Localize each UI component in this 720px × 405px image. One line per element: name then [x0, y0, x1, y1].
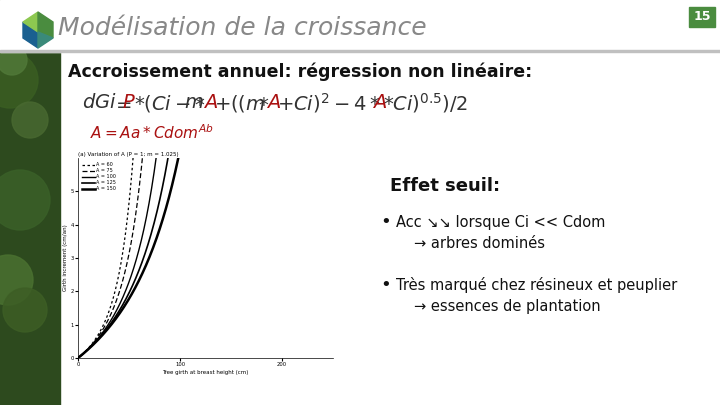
Text: 15: 15: [693, 11, 711, 23]
Line: A = 100: A = 100: [78, 0, 333, 358]
Text: Modélisation de la croissance: Modélisation de la croissance: [58, 16, 427, 40]
Text: (a) Variation of A (P = 1; m = 1.025): (a) Variation of A (P = 1; m = 1.025): [78, 152, 179, 157]
Text: $\bf{\it{A}}$: $\bf{\it{A}}$: [372, 94, 387, 113]
A = 75: [73, 356, 82, 360]
Y-axis label: Girth increment (cm/an): Girth increment (cm/an): [63, 225, 68, 291]
Text: → arbres dominés: → arbres dominés: [414, 237, 545, 252]
X-axis label: Tree girth at breast height (cm): Tree girth at breast height (cm): [162, 370, 248, 375]
Line: A = 125: A = 125: [78, 0, 333, 358]
Text: $*$: $*$: [258, 94, 269, 113]
Text: → essences de plantation: → essences de plantation: [414, 300, 600, 315]
Polygon shape: [38, 32, 53, 48]
Text: •: •: [380, 276, 391, 294]
Legend: A = 60, A = 75, A = 100, A = 125, A = 150: A = 60, A = 75, A = 100, A = 125, A = 15…: [81, 160, 118, 193]
Circle shape: [0, 52, 38, 108]
Text: $=$: $=$: [112, 94, 132, 113]
Polygon shape: [23, 22, 38, 48]
A = 60: [73, 356, 82, 360]
Text: •: •: [380, 213, 391, 231]
Bar: [0, 0, 60, 405]
A = 150: [195, 25, 204, 30]
Polygon shape: [38, 12, 53, 38]
Polygon shape: [23, 12, 38, 32]
A = 150: [73, 356, 82, 360]
Text: $\it{dGi}$: $\it{dGi}$: [82, 94, 117, 113]
A = 125: [73, 356, 82, 360]
Text: $+ ((\it{m}$: $+ ((\it{m}$: [214, 92, 265, 113]
Text: Acc ↘↘ lorsque Ci << Cdom: Acc ↘↘ lorsque Ci << Cdom: [396, 215, 606, 230]
Circle shape: [0, 45, 27, 75]
Text: Très marqué chez résineux et peuplier: Très marqué chez résineux et peuplier: [396, 277, 678, 293]
Line: A = 60: A = 60: [78, 0, 333, 358]
Text: $\bf{\it{A}}$: $\bf{\it{A}}$: [203, 94, 218, 113]
Text: $\bf{\it{A}}$: $\bf{\it{A}}$: [266, 94, 281, 113]
Circle shape: [0, 255, 33, 305]
Text: $*$: $*$: [194, 94, 205, 113]
Text: Accroissement annuel: régression non linéaire:: Accroissement annuel: régression non lin…: [68, 63, 532, 81]
Text: Effet seuil:: Effet seuil:: [390, 177, 500, 195]
A = 100: [73, 356, 82, 360]
Bar: [0, 0, 720, 52]
Text: $\it{m}$: $\it{m}$: [184, 94, 204, 113]
Text: $\bf{\it{P}}$: $\bf{\it{P}}$: [122, 94, 135, 113]
Text: $+ \it{Ci})^2 - 4 *$: $+ \it{Ci})^2 - 4 *$: [277, 91, 381, 115]
Circle shape: [3, 288, 47, 332]
Circle shape: [12, 102, 48, 138]
Line: A = 75: A = 75: [78, 0, 333, 358]
Line: A = 150: A = 150: [78, 0, 333, 358]
Text: $* (\it{Ci} -$: $* (\it{Ci} -$: [134, 92, 191, 113]
Circle shape: [0, 330, 35, 370]
Text: $\bf{\it{A}}$$\it{ = Aa* Cdom^{Ab}}$: $\bf{\it{A}}$$\it{ = Aa* Cdom^{Ab}}$: [90, 124, 214, 142]
Bar: [689, 7, 715, 27]
A = 150: [197, 13, 205, 17]
Text: $* \it{Ci})^{0.5}) / 2$: $* \it{Ci})^{0.5}) / 2$: [383, 91, 468, 115]
Circle shape: [0, 170, 50, 230]
Bar: [0, 50, 720, 52]
Circle shape: [0, 118, 27, 162]
